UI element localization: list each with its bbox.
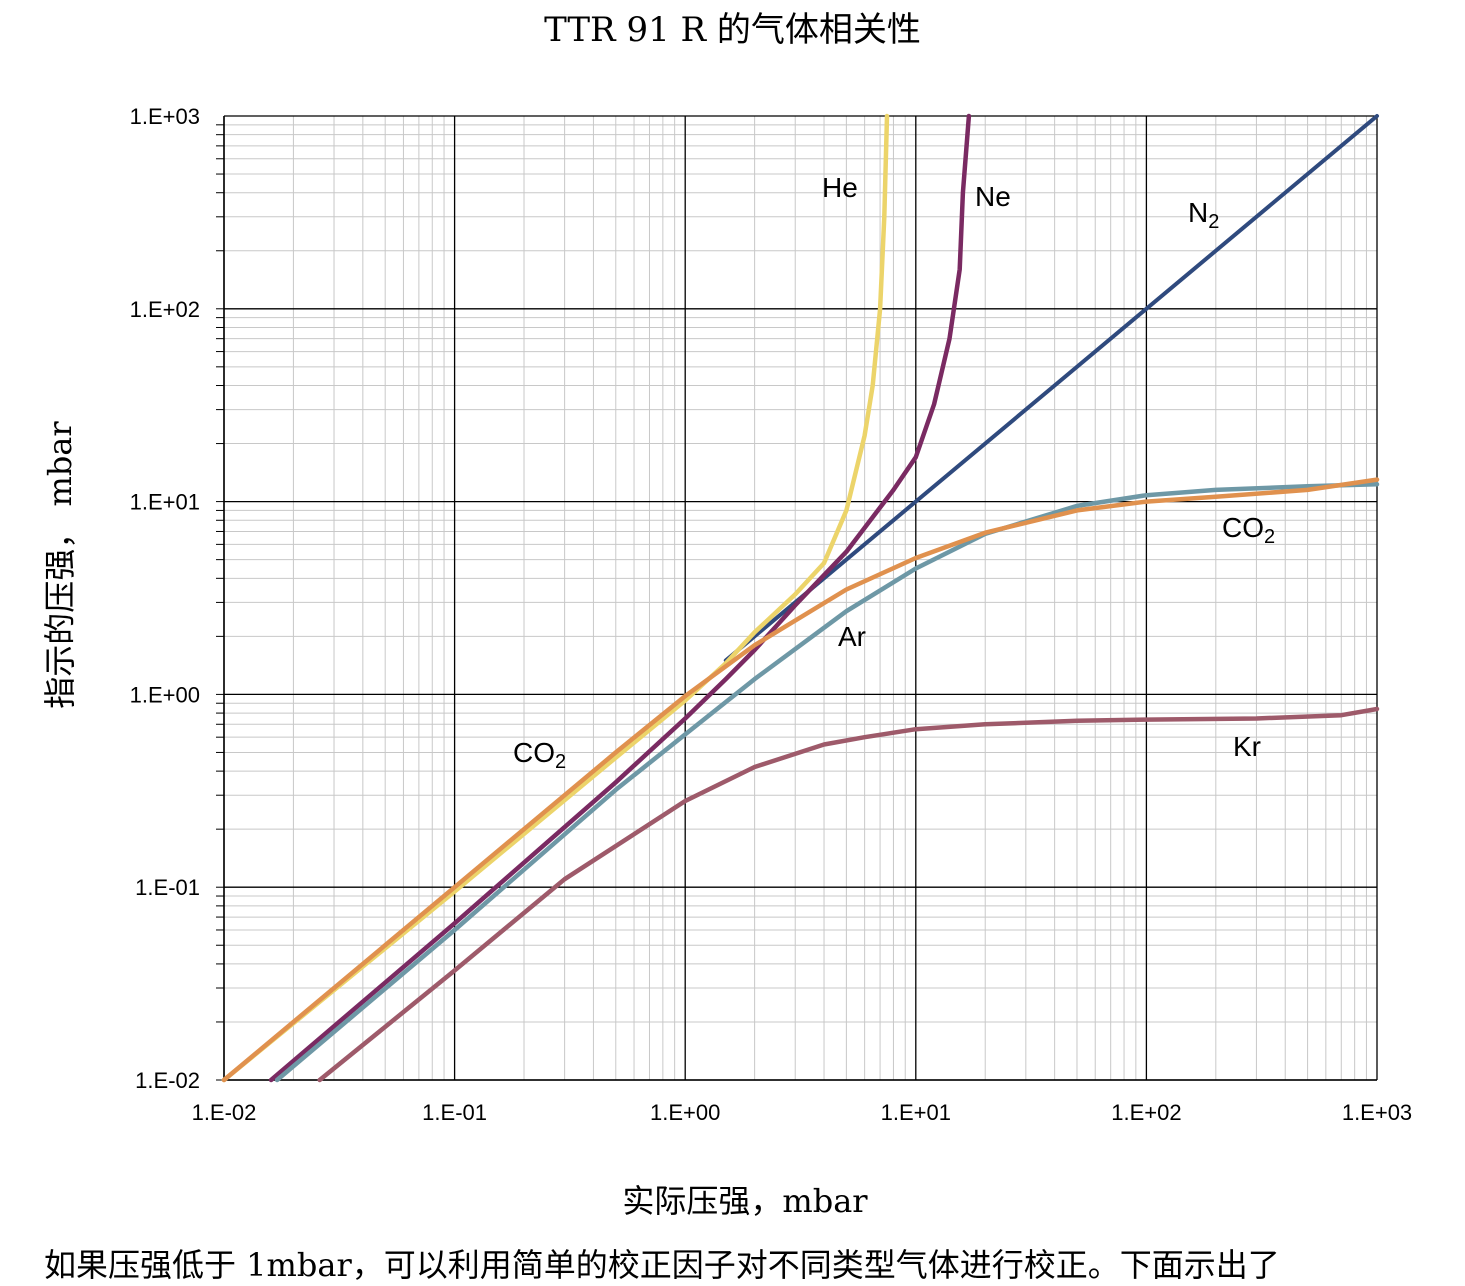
series-label-co2: CO2 [1222, 512, 1275, 548]
y-tick-label: 1.E-02 [135, 1068, 200, 1093]
series-labels: N2 He Ne Ar CO2 CO2 Kr [513, 172, 1275, 773]
y-tick-label: 1.E+03 [130, 104, 200, 129]
series-line-ne [268, 113, 972, 1083]
tick-labels: 1.E-02 1.E-01 1.E+00 1.E+01 1.E+02 1.E+03 1.E-… [130, 104, 1413, 1125]
series-line-ar [274, 482, 1380, 1083]
series-label-co2: CO2 [513, 737, 566, 773]
x-tick-label: 1.E-01 [422, 1100, 487, 1125]
major-gridlines [223, 115, 1378, 1081]
series-line-he [221, 113, 890, 1083]
x-axis-label: 实际压强，mbar [622, 1182, 868, 1220]
x-tick-label: 1.E-02 [192, 1100, 257, 1125]
series-label-ar: Ar [838, 621, 866, 652]
x-tick-label: 1.E+00 [650, 1100, 720, 1125]
series-lines [221, 113, 1380, 1083]
caption-text: 如果压强低于 1mbar，可以利用简单的校正因子对不同类型气体进行校正。下面示出… [44, 1246, 1280, 1284]
series-label-n2: N2 [1188, 197, 1219, 233]
x-tick-label: 1.E+01 [881, 1100, 951, 1125]
y-tick-label: 1.E-01 [135, 875, 200, 900]
y-tick-label: 1.E+02 [130, 297, 200, 322]
series-label-ne: Ne [975, 181, 1011, 212]
series-line-co2 [221, 477, 1380, 1083]
y-tick-label: 1.E+00 [130, 682, 200, 707]
y-tick-label: 1.E+01 [130, 490, 200, 515]
minor-gridlines [224, 116, 1377, 1080]
series-label-kr: Kr [1233, 731, 1261, 762]
series-line-n2 [723, 114, 1379, 663]
series-line-kr [317, 706, 1380, 1083]
y-axis-label: 指示的压强， mbar [41, 421, 79, 709]
x-tick-label: 1.E+02 [1111, 1100, 1181, 1125]
series-label-he: He [822, 172, 858, 203]
chart-title: TTR 91 R 的气体相关性 [544, 10, 921, 50]
x-tick-label: 1.E+03 [1342, 1100, 1412, 1125]
